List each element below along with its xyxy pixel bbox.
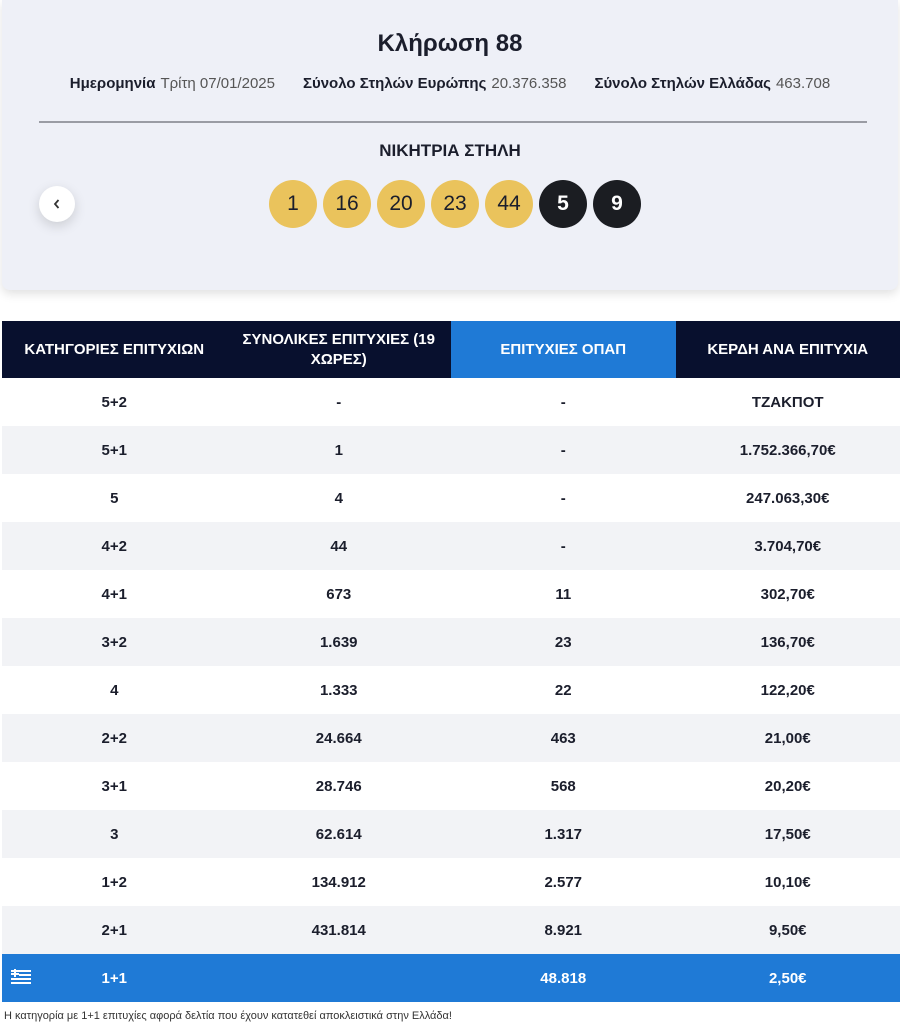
table-cell: -	[560, 489, 566, 507]
info-label: Ημερομηνία	[69, 75, 156, 92]
table-cell: 5+2	[101, 393, 127, 411]
table-row: 4 1.333 22 122,20€	[2, 666, 900, 714]
table-cell: 4	[334, 489, 343, 507]
star-ball: 5	[539, 180, 587, 228]
table-cell	[226, 954, 451, 1002]
info-item: Ημερομηνία Τρίτη 07/01/2025	[70, 75, 275, 92]
number-ball: 44	[485, 180, 533, 228]
draw-info: Ημερομηνία Τρίτη 07/01/2025 Σύνολο Στηλών …	[2, 75, 898, 92]
table-cell: 3	[2, 810, 227, 858]
table-cell: 11	[555, 585, 572, 603]
table-cell: 1.639	[226, 618, 451, 666]
table-cell: 20,20€	[764, 777, 811, 795]
column-header: ΣΥΝΟΛΙΚΕΣ ΕΠΙΤΥΧΙΕΣ (19 ΧΩΡΕΣ)	[226, 321, 451, 378]
header-row: ΚΑΤΗΓΟΡΙΕΣ ΕΠΙΤΥΧΙΩΝ ΣΥΝΟΛΙΚΕΣ ΕΠΙΤΥΧΙΕΣ …	[2, 321, 900, 378]
table-cell: 5+1	[2, 426, 227, 474]
table-cell: 5	[110, 489, 119, 507]
table-cell: 3+1	[101, 777, 127, 795]
star-ball: 9	[593, 180, 641, 228]
info-value: 463.708	[775, 75, 831, 92]
table-row: 3+1 28.746 568 20,20€	[2, 762, 900, 810]
divider	[39, 121, 867, 123]
table-row: 5 4 - 247.063,30€	[2, 474, 900, 522]
table-cell: 4+1	[101, 585, 127, 603]
table-cell: 2,50€	[675, 954, 900, 1002]
table-row: 1+1 48.818 2,50€	[2, 954, 900, 1002]
table-row: 1+2 134.912 2.577 10,10€	[2, 858, 900, 906]
table-row: 2+2 24.664 463 21,00€	[2, 714, 900, 762]
info-value: Τρίτη 07/01/2025	[160, 75, 275, 92]
table-row: 5+2 - - ΤΖΑΚΠΟΤ	[2, 378, 900, 426]
number-ball: 16	[323, 180, 371, 228]
table-cell: 136,70€	[675, 618, 900, 666]
table-cell: 122,20€	[760, 681, 815, 699]
number-ball: 20	[377, 180, 425, 228]
table-cell: 2+2	[2, 714, 227, 762]
table-cell: 1+2	[101, 873, 127, 891]
table-row: 3 62.614 1.317 17,50€	[2, 810, 900, 858]
table-cell: 17,50€	[675, 810, 900, 858]
table-cell: -	[336, 393, 342, 411]
table-cell: 2+1	[2, 906, 227, 954]
table-row: 4+2 44-3.704,70€	[2, 522, 900, 570]
previous-button[interactable]	[39, 186, 75, 222]
winning-numbers: 1 16 20 23 44 5 9	[2, 180, 898, 228]
table-cell: 3.704,70€	[675, 522, 900, 570]
table-cell: 1	[226, 426, 451, 474]
info-label: Σύνολο Στηλών Ευρώπης	[302, 75, 487, 92]
table-cell: ΤΖΑΚΠΟΤ	[751, 393, 824, 411]
table-cell: 23	[451, 618, 676, 666]
info-label: Σύνολο Στηλών Ελλάδας	[594, 75, 771, 92]
table-cell: -	[560, 393, 566, 411]
results-table: ΚΑΤΗΓΟΡΙΕΣ ΕΠΙΤΥΧΙΩΝ ΣΥΝΟΛΙΚΕΣ ΕΠΙΤΥΧΙΕΣ …	[2, 321, 900, 1002]
winning-title: ΝΙΚΗΤΡΙΑ ΣΤΗΛΗ	[379, 141, 521, 160]
table-row: 2+1 431.814 8.921 9,50€	[2, 906, 900, 954]
table-cell: 44	[226, 522, 451, 570]
table-cell: 1.317	[451, 810, 676, 858]
draw-card: Κλήρωση 88 Ημερομηνία Τρίτη 07/01/2025 Σύν…	[2, 0, 898, 290]
table-cell: 62.614	[226, 810, 451, 858]
table-cell: 1.333	[319, 681, 358, 699]
table-cell: 8.921	[451, 906, 676, 954]
greece-icon	[11, 969, 31, 984]
table-cell: 134.912	[311, 873, 366, 891]
table-cell: 302,70€	[760, 585, 815, 603]
table-cell: 431.814	[226, 906, 451, 954]
table-cell: 10,10€	[764, 873, 811, 891]
table-cell: 2.577	[544, 873, 583, 891]
table-cell: 568	[550, 777, 576, 795]
info-item: Σύνολο Στηλών Ευρώπης 20.376.358	[303, 75, 566, 92]
table-cell: 4	[110, 681, 119, 699]
number-ball: 1	[269, 180, 317, 228]
table-cell: 4+2	[2, 522, 227, 570]
table-cell: 9,50€	[675, 906, 900, 954]
number-ball: 23	[431, 180, 479, 228]
table-cell: 673	[326, 585, 352, 603]
table-cell: 28.746	[315, 777, 362, 795]
table-cell: 22	[554, 681, 572, 699]
table-cell: 463	[451, 714, 676, 762]
table-cell: -	[451, 426, 676, 474]
column-header: ΕΠΙΤΥΧΙΕΣ ΟΠΑΠ	[451, 321, 676, 378]
table-row: 4+1 673 11 302,70€	[2, 570, 900, 618]
table-cell: 247.063,30€	[746, 489, 830, 507]
footnote: Η κατηγορία με 1+1 επιτυχίες αφορά δελτί…	[4, 1010, 452, 1022]
table-cell: -	[451, 522, 676, 570]
table-row: 5+1 1-1.752.366,70€	[2, 426, 900, 474]
table-cell: 1+1	[2, 954, 227, 1002]
table-cell: 3+2	[2, 618, 227, 666]
table-cell: 24.664	[226, 714, 451, 762]
draw-title: Κλήρωση 88	[377, 30, 523, 57]
info-item: Σύνολο Στηλών Ελλάδας 463.708	[594, 75, 830, 92]
info-value: 20.376.358	[491, 75, 567, 92]
column-header: ΚΕΡΔΗ ΑΝΑ ΕΠΙΤΥΧΙΑ	[675, 321, 900, 378]
table-cell: 21,00€	[675, 714, 900, 762]
chevron-icon	[53, 199, 60, 209]
table-cell: 48.818	[451, 954, 676, 1002]
column-header: ΚΑΤΗΓΟΡΙΕΣ ΕΠΙΤΥΧΙΩΝ	[2, 321, 227, 378]
table-row: 3+2 1.639 23 136,70€	[2, 618, 900, 666]
table-cell: 1.752.366,70€	[675, 426, 900, 474]
